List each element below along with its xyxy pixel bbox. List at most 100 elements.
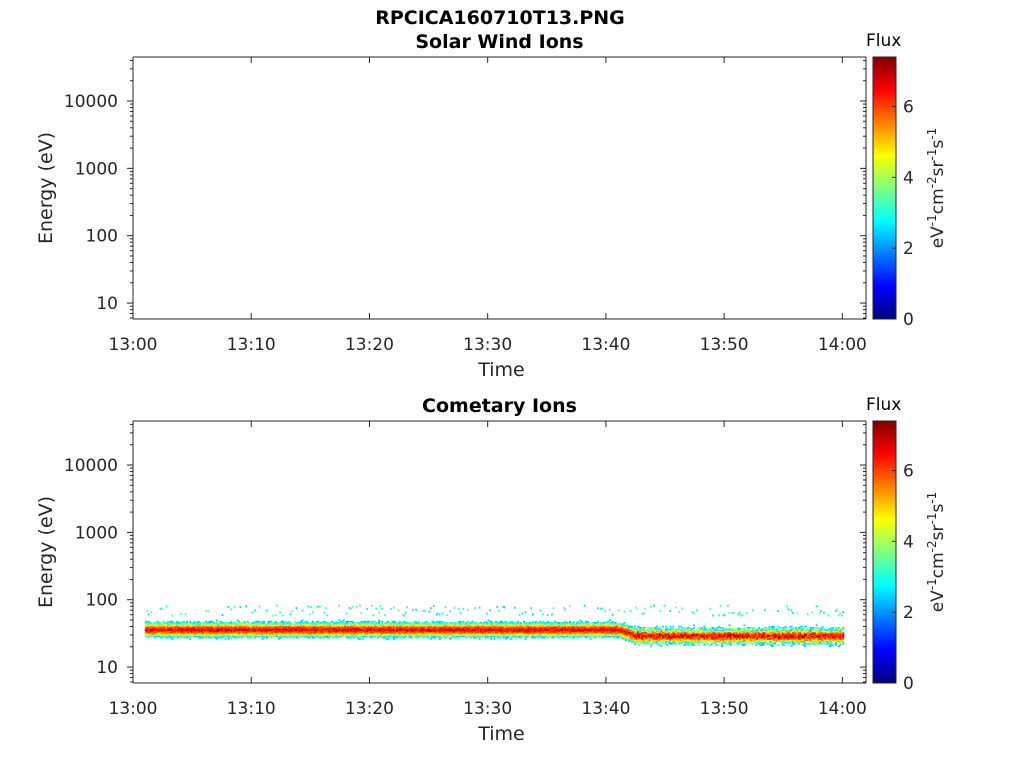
heatmap-cell — [158, 625, 160, 628]
heatmap-cell — [608, 619, 611, 622]
heatmap-cell — [331, 624, 333, 627]
heatmap-cell — [184, 630, 187, 633]
heatmap-cell — [555, 623, 558, 625]
heatmap-cell — [283, 627, 286, 629]
heatmap-cell — [511, 634, 514, 636]
heatmap-cell — [532, 613, 534, 616]
heatmap-cell — [493, 628, 496, 630]
heatmap-cell — [583, 628, 586, 630]
heatmap-cell — [279, 629, 282, 632]
heatmap-cell — [458, 631, 460, 634]
heatmap-cell — [344, 633, 347, 635]
heatmap-cell — [449, 627, 452, 629]
heatmap-cell — [648, 641, 651, 644]
heatmap-cell — [475, 636, 478, 639]
heatmap-cell — [626, 627, 629, 629]
heatmap-cell — [622, 633, 625, 635]
heatmap-cell — [393, 625, 395, 628]
heatmap-cell — [292, 625, 295, 628]
heatmap-cell — [263, 630, 265, 633]
heatmap-cell — [502, 629, 505, 632]
heatmap-cell — [424, 628, 427, 630]
heatmap-cell — [604, 624, 607, 627]
heatmap-cell — [345, 635, 348, 638]
heatmap-cell — [181, 622, 184, 624]
heatmap-cell — [326, 614, 329, 617]
heatmap-cell — [521, 624, 524, 627]
heatmap-cell — [257, 625, 260, 628]
heatmap-cell — [458, 608, 460, 611]
heatmap-cell — [636, 629, 639, 632]
heatmap-cell — [308, 623, 311, 625]
heatmap-cell — [648, 631, 651, 634]
heatmap-cell — [446, 623, 449, 625]
heatmap-cell — [639, 630, 642, 633]
heatmap-cell — [409, 633, 412, 635]
heatmap-cell — [413, 629, 416, 632]
heatmap-cell — [607, 635, 610, 638]
heatmap-cell — [502, 635, 505, 638]
heatmap-cell — [169, 623, 172, 625]
heatmap-cell — [437, 623, 440, 625]
heatmap-cell — [422, 610, 425, 613]
heatmap-cell — [233, 634, 236, 636]
heatmap-cell — [502, 631, 505, 634]
heatmap-cell — [552, 628, 555, 630]
heatmap-cell — [372, 622, 375, 624]
heatmap-cell — [331, 631, 333, 634]
heatmap-cell — [455, 636, 458, 639]
heatmap-cell — [255, 628, 258, 630]
heatmap-cell — [183, 628, 186, 630]
heatmap-cell — [412, 625, 415, 628]
heatmap-cell — [659, 644, 661, 646]
heatmap-cell — [211, 636, 214, 639]
heatmap-cell — [329, 624, 332, 627]
heatmap-cell — [209, 628, 212, 630]
heatmap-cell — [298, 628, 301, 630]
heatmap-cell — [295, 628, 298, 630]
heatmap-cell — [542, 633, 545, 635]
heatmap-cell — [155, 628, 158, 630]
heatmap-cell — [175, 629, 178, 632]
heatmap-cell — [351, 628, 354, 630]
heatmap-cell — [397, 625, 400, 628]
heatmap-cell — [196, 635, 199, 638]
heatmap-cell — [431, 634, 434, 636]
figure-title: RPCICA160710T13.PNG — [375, 7, 625, 29]
heatmap-cell — [234, 634, 237, 636]
heatmap-cell — [156, 635, 159, 638]
heatmap-cell — [407, 628, 410, 630]
heatmap-cell — [379, 625, 382, 628]
heatmap-cell — [576, 635, 579, 638]
heatmap-cell — [601, 631, 604, 634]
heatmap-cell — [465, 624, 468, 627]
heatmap-cell — [298, 633, 301, 635]
heatmap-cell — [610, 623, 613, 625]
heatmap-cell — [270, 633, 273, 635]
heatmap-cell — [202, 625, 205, 628]
heatmap-cell — [604, 623, 607, 625]
heatmap-cell — [530, 634, 533, 636]
heatmap-cell — [328, 627, 330, 629]
heatmap-cell — [363, 620, 366, 623]
heatmap-cell — [258, 635, 261, 638]
heatmap-cell — [356, 631, 359, 634]
heatmap-cell — [419, 630, 422, 633]
heatmap-cell — [243, 620, 246, 623]
heatmap-cell — [294, 628, 296, 630]
colorbar-title-solar-wind: Flux — [866, 31, 902, 51]
heatmap-cell — [573, 630, 576, 633]
heatmap-cell — [317, 633, 320, 635]
heatmap-cell — [514, 624, 517, 627]
heatmap-cell — [166, 629, 169, 632]
heatmap-cell — [165, 630, 168, 633]
heatmap-cell — [147, 631, 150, 634]
heatmap-cell — [175, 628, 178, 630]
heatmap-cell — [168, 627, 171, 629]
heatmap-cell — [540, 625, 543, 628]
heatmap-cell — [589, 627, 592, 629]
heatmap-cell — [271, 629, 274, 632]
heatmap-cell — [557, 633, 560, 635]
heatmap-cell — [165, 625, 168, 628]
heatmap-cell — [158, 629, 160, 632]
